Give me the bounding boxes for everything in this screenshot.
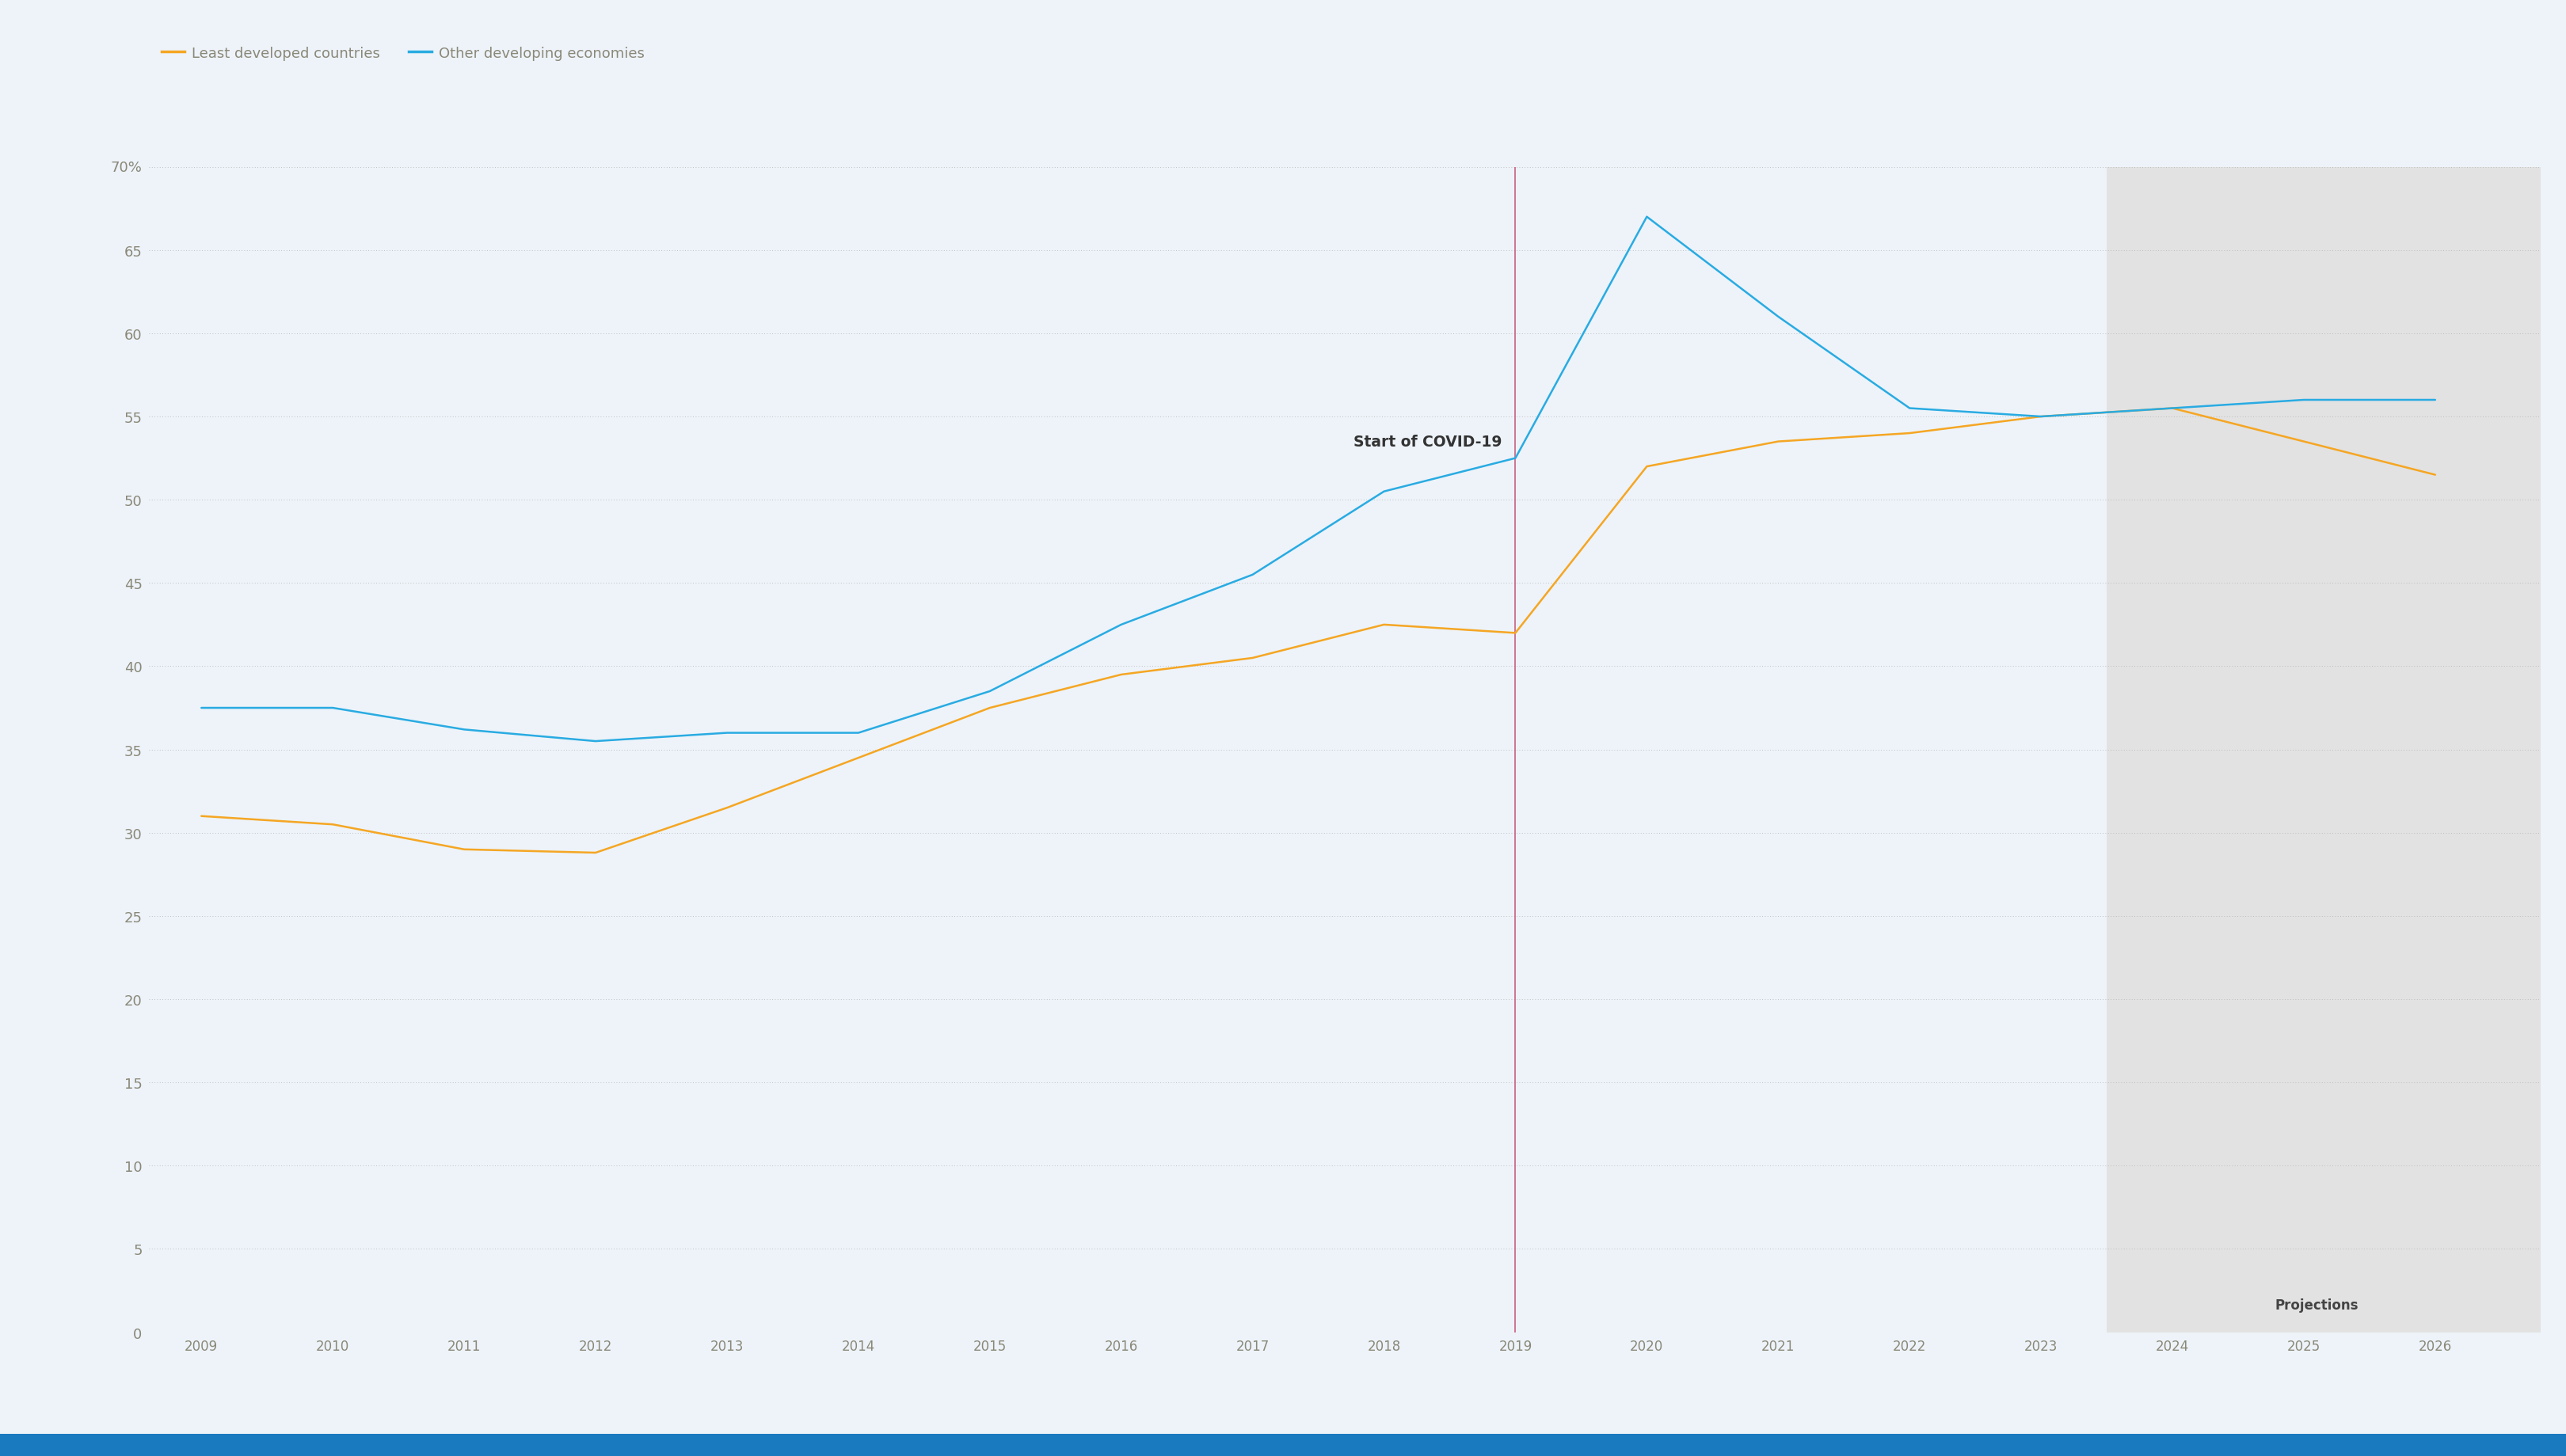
Bar [2107,167,2566,1332]
Text: Start of COVID-19: Start of COVID-19 [1355,434,1501,450]
Text: Projections: Projections [2276,1299,2358,1312]
Legend: Least developed countries, Other developing economies: Least developed countries, Other develop… [157,41,649,67]
Text: 70%: 70% [110,160,141,175]
